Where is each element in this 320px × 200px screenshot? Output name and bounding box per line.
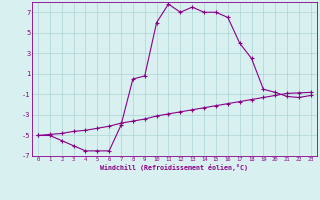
X-axis label: Windchill (Refroidissement éolien,°C): Windchill (Refroidissement éolien,°C) [100,164,248,171]
